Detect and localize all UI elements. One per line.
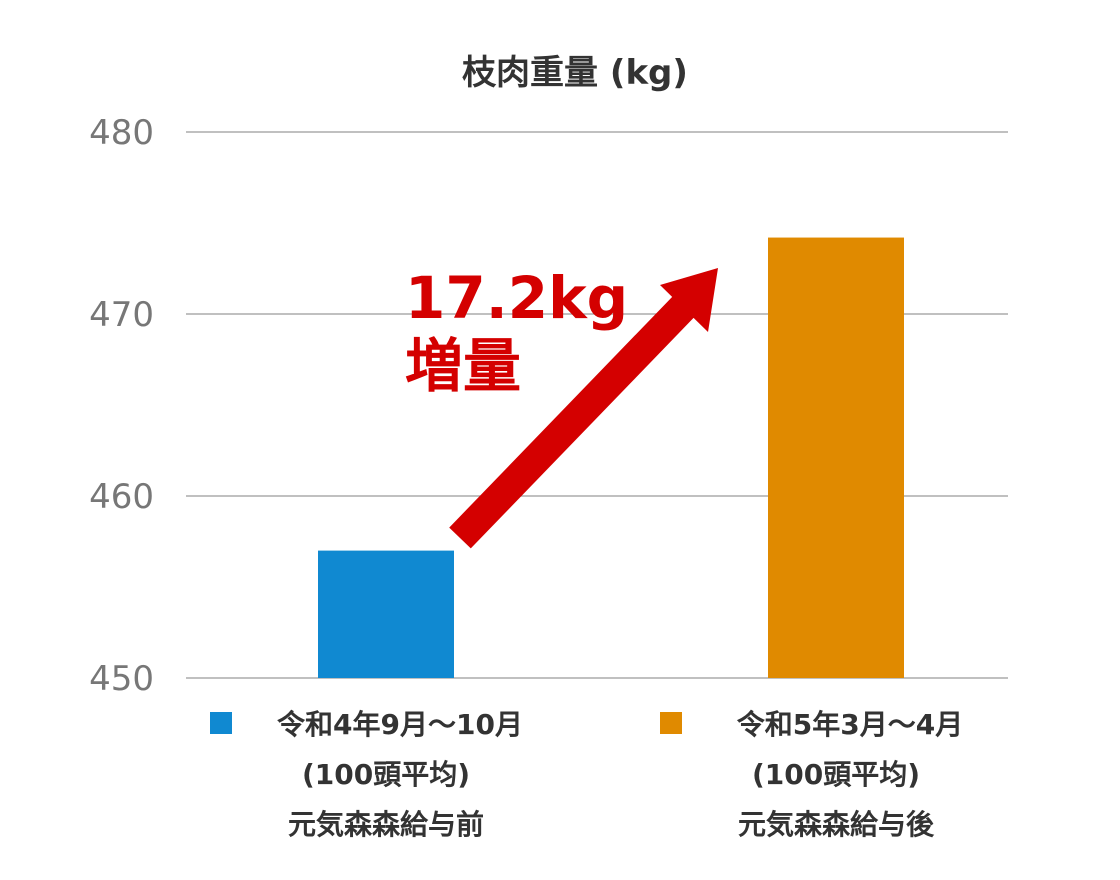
increase-label-text: 増量 — [405, 332, 521, 400]
bars — [318, 237, 904, 678]
legend-label-line: (100頭平均) — [752, 758, 920, 791]
y-tick-label: 470 — [89, 295, 154, 335]
increase-arrow-icon — [449, 268, 718, 549]
y-axis: 450 460 470 480 — [89, 113, 154, 699]
legend-label-line: 令和5年3月～4月 — [737, 708, 963, 741]
increase-amount-text: 17.2kg — [405, 264, 628, 332]
y-tick-label: 450 — [89, 659, 154, 699]
legend-label-line: 令和4年9月～10月 — [277, 708, 523, 741]
bar-1 — [318, 550, 454, 678]
legend-swatch — [210, 712, 232, 734]
y-tick-label: 480 — [89, 113, 154, 153]
legend: 令和4年9月～10月 (100頭平均) 元気森森給与前 令和5年3月～4月 (100頭平… — [210, 708, 963, 841]
chart-title: 枝肉重量 (kg) — [462, 53, 688, 93]
legend-swatch — [660, 712, 682, 734]
y-tick-label: 460 — [89, 477, 154, 517]
legend-label-line: 元気森森給与前 — [288, 808, 484, 841]
legend-label-line: (100頭平均) — [302, 758, 470, 791]
legend-label-line: 元気森森給与後 — [738, 808, 935, 841]
bar-2 — [768, 237, 904, 678]
